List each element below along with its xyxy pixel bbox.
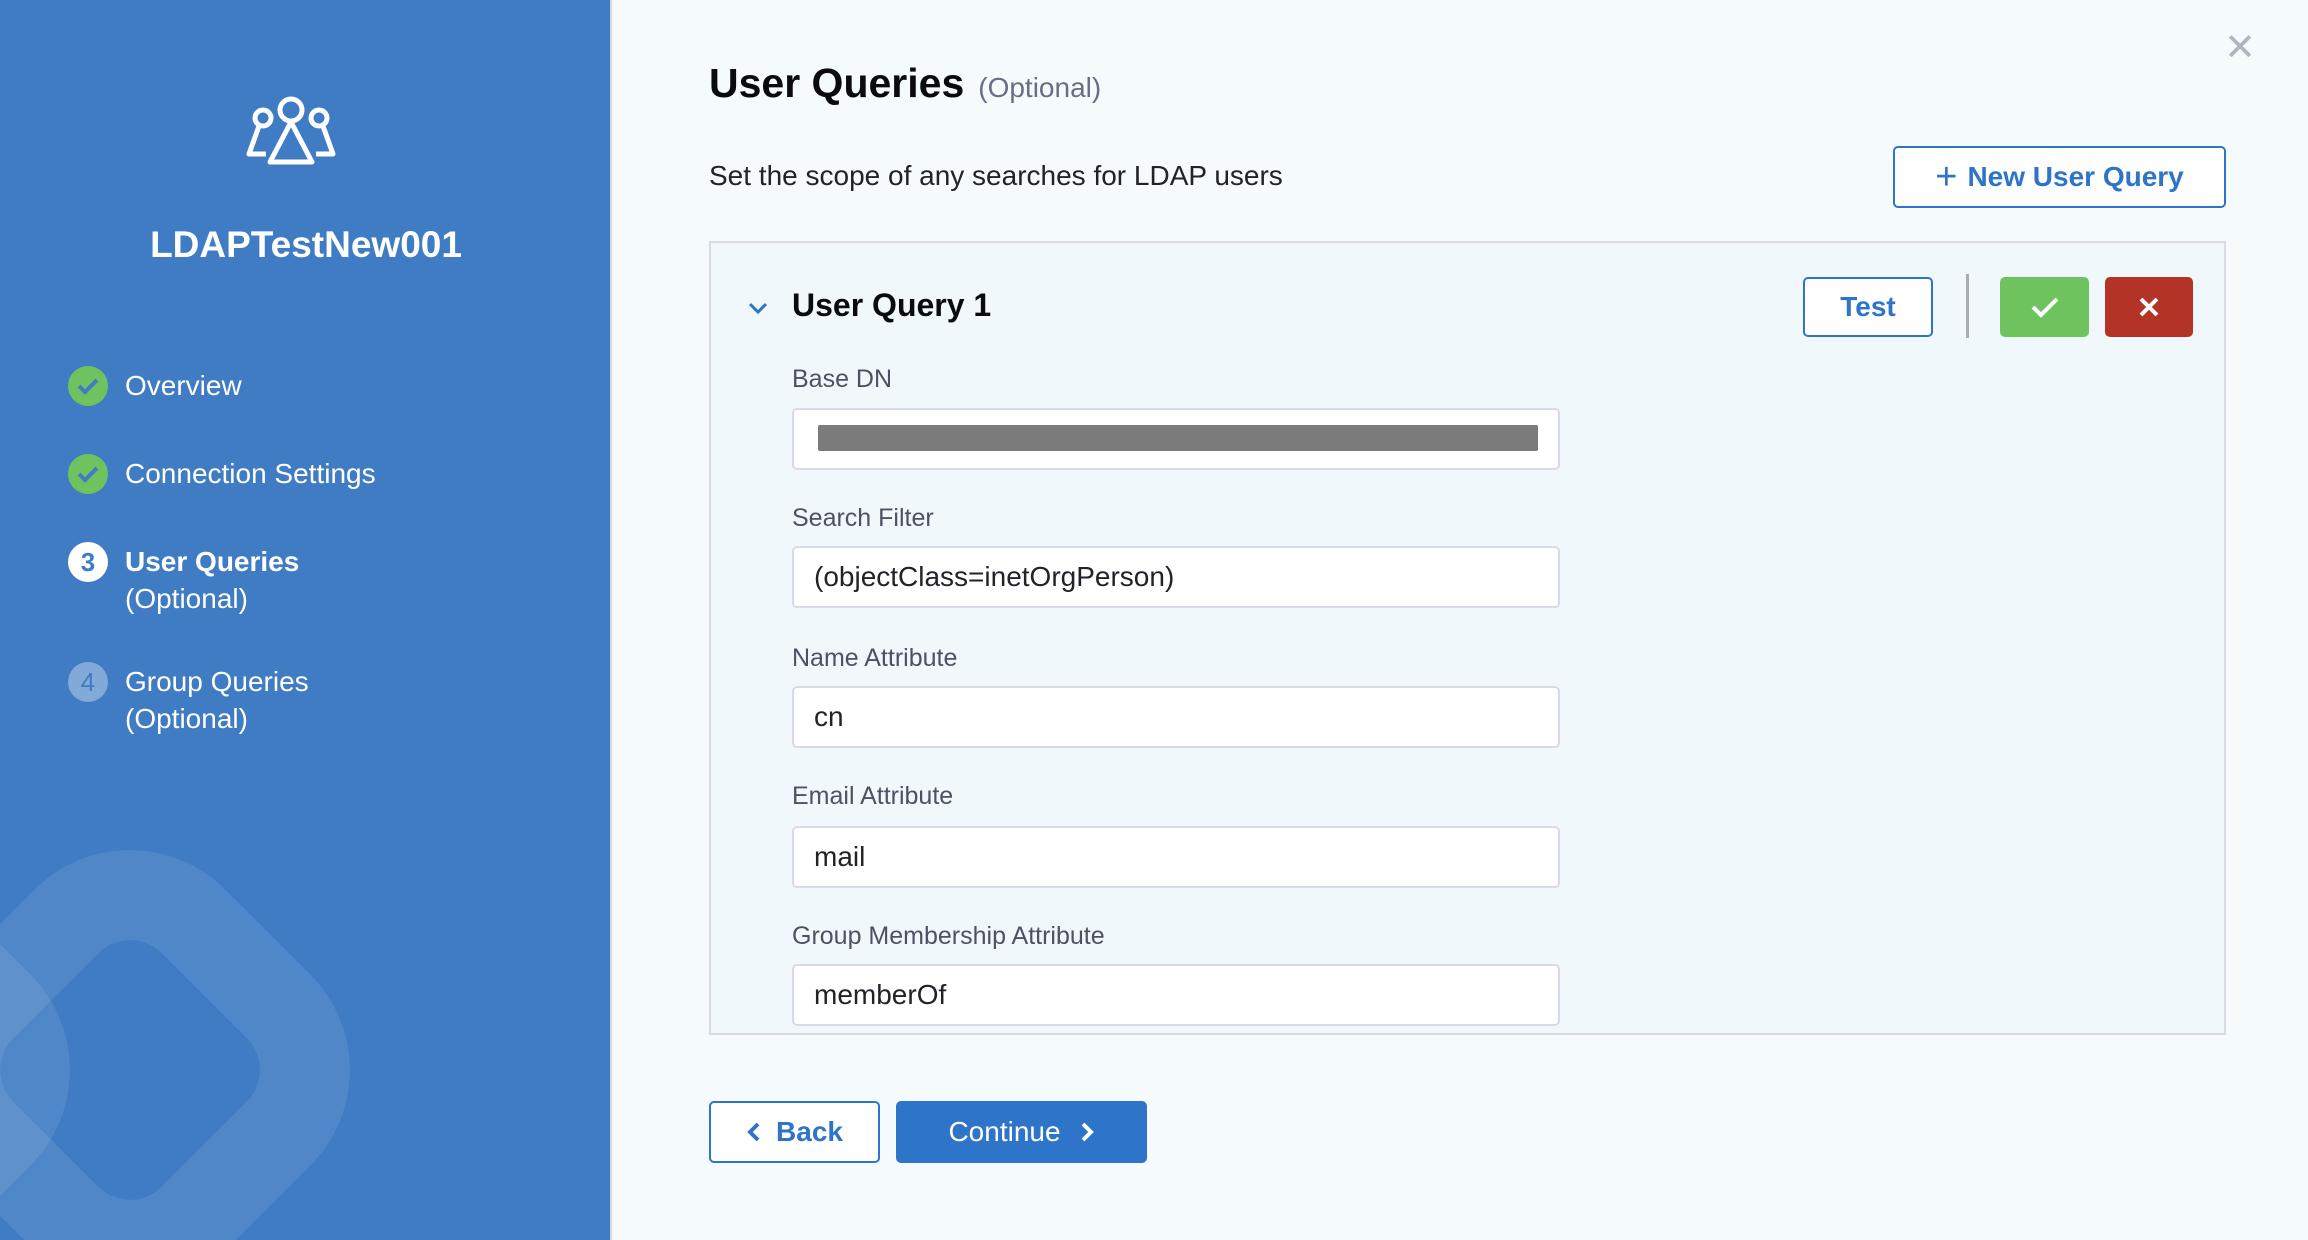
new-user-query-button[interactable]: + New User Query (1893, 146, 2226, 208)
decorative-shape (0, 850, 350, 1240)
group-membership-attribute-label: Group Membership Attribute (792, 922, 1105, 950)
close-icon (2139, 297, 2159, 317)
close-icon[interactable]: ✕ (2224, 27, 2256, 69)
check-icon (2031, 297, 2058, 318)
step-label: Group Queries (125, 666, 309, 697)
chevron-right-icon (1081, 1122, 1094, 1142)
back-button[interactable]: Back (709, 1101, 880, 1163)
step-overview[interactable]: Overview (68, 366, 242, 406)
chevron-left-icon (747, 1122, 760, 1142)
optional-tag: (Optional) (978, 72, 1102, 103)
test-button[interactable]: Test (1803, 277, 1933, 337)
step-user-queries[interactable]: 3 User Queries (Optional) (68, 542, 299, 617)
page-subtitle: Set the scope of any searches for LDAP u… (709, 160, 1283, 191)
search-filter-label: Search Filter (792, 504, 934, 532)
name-attribute-label: Name Attribute (792, 644, 958, 672)
step-connection-settings[interactable]: Connection Settings (68, 454, 376, 494)
base-dn-label: Base DN (792, 365, 893, 393)
step-sublabel: (Optional) (125, 583, 248, 614)
divider (1966, 274, 1969, 338)
step-label: User Queries (125, 546, 300, 577)
email-attribute-label: Email Attribute (792, 782, 954, 810)
chevron-down-icon[interactable] (746, 296, 770, 320)
step-sublabel: (Optional) (125, 703, 248, 734)
group-membership-attribute-input[interactable]: memberOf (792, 964, 1560, 1026)
step-number-badge: 3 (68, 542, 108, 582)
name-attribute-input[interactable]: cn (792, 686, 1560, 748)
step-group-queries[interactable]: 4 Group Queries (Optional) (68, 662, 309, 737)
save-query-button[interactable] (2000, 277, 2089, 337)
base-dn-input[interactable] (792, 408, 1560, 470)
connector-name: LDAPTestNew001 (150, 224, 462, 265)
check-circle-icon (68, 366, 108, 406)
step-number-badge: 4 (68, 662, 108, 702)
plus-icon: + (1935, 155, 1958, 198)
search-filter-input[interactable]: (objectClass=inetOrgPerson) (792, 546, 1560, 608)
delete-query-button[interactable] (2105, 277, 2193, 337)
check-circle-icon (68, 454, 108, 494)
user-query-panel (709, 241, 2226, 1035)
redacted-value (818, 425, 1538, 451)
page-title: User Queries (Optional) (709, 60, 1102, 106)
users-group-icon (246, 96, 336, 165)
email-attribute-input[interactable]: mail (792, 826, 1560, 888)
wizard-sidebar: LDAPTestNew001 Overview Connection Setti… (0, 0, 612, 1240)
query-title: User Query 1 (792, 287, 992, 323)
continue-button[interactable]: Continue (896, 1101, 1147, 1163)
